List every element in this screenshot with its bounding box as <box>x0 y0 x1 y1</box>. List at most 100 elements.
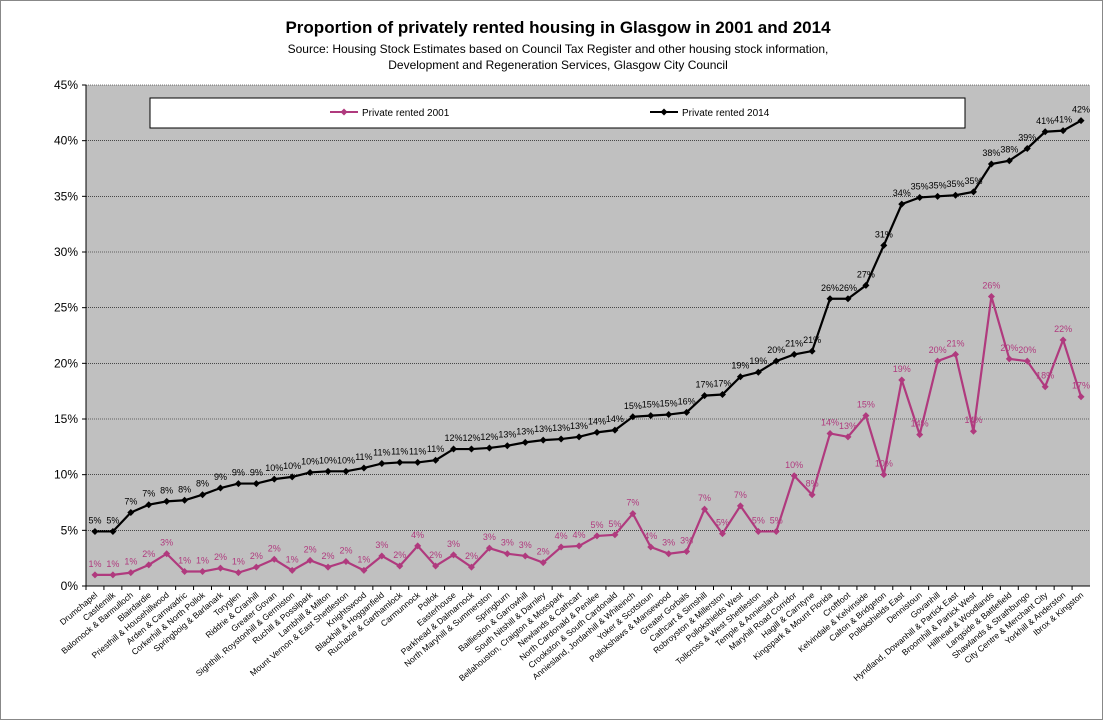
data-point <box>934 192 942 200</box>
data-point <box>396 458 404 466</box>
data-point <box>969 188 977 196</box>
y-tick-label: 45% <box>54 78 78 92</box>
value-label: 5% <box>88 515 101 525</box>
value-label: 10% <box>301 456 319 466</box>
data-point <box>91 527 99 535</box>
data-point <box>772 357 780 365</box>
value-label: 7% <box>698 493 711 503</box>
data-point <box>288 566 296 574</box>
value-label: 20% <box>1000 343 1018 353</box>
value-label: 11% <box>391 446 408 456</box>
value-label: 15% <box>660 399 678 409</box>
value-label: 10% <box>319 455 337 465</box>
value-label: 3% <box>375 540 388 550</box>
value-label: 38% <box>1000 145 1018 155</box>
value-label: 1% <box>196 556 209 566</box>
y-tick-label: 15% <box>54 412 78 426</box>
value-label: 2% <box>268 543 281 553</box>
data-point <box>145 561 153 569</box>
value-label: 12% <box>445 433 463 443</box>
value-label: 12% <box>480 432 498 442</box>
value-label: 4% <box>573 530 586 540</box>
value-label: 11% <box>373 448 390 458</box>
plot-area <box>86 85 1090 586</box>
value-label: 3% <box>680 535 693 545</box>
data-point <box>467 563 475 571</box>
value-label: 1% <box>357 554 370 564</box>
data-point <box>844 295 852 303</box>
data-point <box>234 569 242 577</box>
data-point <box>718 530 726 538</box>
data-point <box>736 373 744 381</box>
value-label: 10% <box>283 461 301 471</box>
y-tick-label: 5% <box>61 523 79 537</box>
value-label: 5% <box>590 520 603 530</box>
data-point <box>880 471 888 479</box>
data-point <box>109 527 117 535</box>
value-label: 3% <box>662 538 675 548</box>
data-point <box>181 568 189 576</box>
value-label: 1% <box>232 557 245 567</box>
value-label: 1% <box>106 559 119 569</box>
data-point <box>557 435 565 443</box>
value-label: 22% <box>1054 324 1072 334</box>
value-label: 38% <box>982 148 1000 158</box>
data-point <box>844 433 852 441</box>
value-label: 20% <box>767 345 785 355</box>
data-point <box>450 551 458 559</box>
value-label: 14% <box>964 415 982 425</box>
value-label: 42% <box>1072 105 1090 115</box>
value-label: 14% <box>911 419 929 429</box>
value-label: 5% <box>608 519 621 529</box>
value-label: 3% <box>447 539 460 549</box>
data-point <box>593 428 601 436</box>
data-point <box>898 200 906 208</box>
value-label: 5% <box>770 515 783 525</box>
data-point <box>234 480 242 488</box>
value-label: 9% <box>232 468 245 478</box>
chart-title: Proportion of privately rented housing i… <box>285 18 831 37</box>
y-tick-label: 30% <box>54 245 78 259</box>
data-point <box>414 542 422 550</box>
data-point <box>557 543 565 551</box>
chart-subtitle: Development and Regeneration Services, G… <box>388 58 728 72</box>
legend-marker <box>340 108 348 116</box>
value-label: 5% <box>106 515 119 525</box>
data-point <box>1005 355 1013 363</box>
value-label: 26% <box>982 281 1000 291</box>
data-point <box>450 445 458 453</box>
data-point <box>521 438 529 446</box>
y-tick-label: 25% <box>54 301 78 315</box>
value-label: 11% <box>355 452 372 462</box>
value-label: 7% <box>142 489 155 499</box>
data-point <box>754 527 762 535</box>
value-label: 13% <box>516 426 534 436</box>
data-point <box>521 552 529 560</box>
value-label: 4% <box>411 530 424 540</box>
data-line <box>94 296 1083 576</box>
data-point <box>432 562 440 570</box>
data-point <box>629 413 637 421</box>
value-label: 2% <box>250 551 263 561</box>
legend-label: Private rented 2014 <box>682 108 770 119</box>
value-label: 9% <box>250 468 263 478</box>
data-point <box>898 376 906 384</box>
data-point <box>826 429 834 437</box>
value-label: 5% <box>752 515 765 525</box>
data-point <box>1023 144 1031 152</box>
chart-subtitle: Source: Housing Stock Estimates based on… <box>288 42 829 56</box>
data-point <box>862 281 870 289</box>
data-point <box>862 412 870 420</box>
data-point <box>252 480 260 488</box>
data-point <box>216 564 224 572</box>
data-point <box>611 531 619 539</box>
data-point <box>916 431 924 439</box>
data-point <box>288 473 296 481</box>
data-point <box>665 550 673 558</box>
value-label: 35% <box>929 180 947 190</box>
value-label: 20% <box>929 345 947 355</box>
data-point <box>647 412 655 420</box>
data-point <box>808 491 816 499</box>
data-point <box>252 563 260 571</box>
